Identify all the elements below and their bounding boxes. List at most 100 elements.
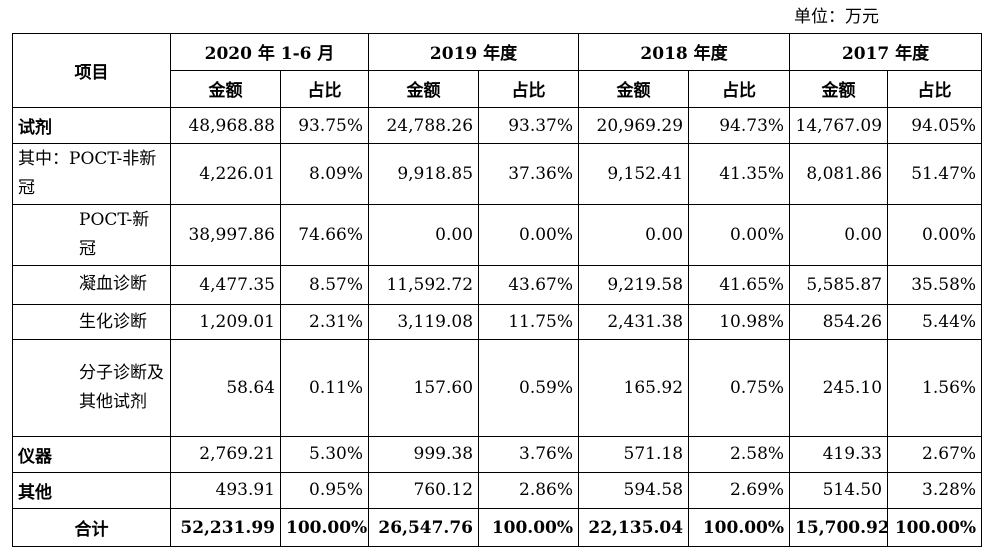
ratio-cell: 100.00% xyxy=(887,508,983,547)
amount-cell: 38,997.86 xyxy=(170,203,281,267)
header-item: 项目 xyxy=(12,32,171,109)
table-row: 其中：POCT-非新冠 4,226.01 8.09% 9,918.85 37.36% 9,… xyxy=(12,142,983,205)
row-label: 生化诊断 xyxy=(12,303,171,341)
ratio-cell: 1.56% xyxy=(887,339,983,438)
header-ratio: 占比 xyxy=(478,69,580,109)
amount-cell: 9,918.85 xyxy=(368,142,480,205)
header-period: 2020 年 1-6 月 xyxy=(169,33,370,71)
header-period: 2019 年度 xyxy=(368,33,580,71)
ratio-cell: 3.28% xyxy=(887,471,983,510)
amount-cell: 594.58 xyxy=(578,471,690,510)
ratio-cell: 100.00% xyxy=(688,508,791,547)
amount-cell: 22,135.04 xyxy=(578,508,690,547)
ratio-cell: 43.67% xyxy=(478,265,580,305)
amount-cell: 4,477.35 xyxy=(170,265,281,305)
amount-cell: 2,769.21 xyxy=(170,436,281,473)
row-label: 分子诊断及其他试剂 xyxy=(12,339,171,438)
table-row: 其他 493.91 0.95% 760.12 2.86% 594.58 2.69% 514.5… xyxy=(12,471,983,510)
revenue-table: 项目 2020 年 1-6 月 2019 年度 2018 年度 2017 年度 … xyxy=(12,32,983,547)
ratio-cell: 3.76% xyxy=(478,436,580,473)
amount-cell: 9,152.41 xyxy=(578,142,690,205)
ratio-cell: 94.73% xyxy=(688,107,791,144)
header-ratio: 占比 xyxy=(688,69,791,109)
header-row-periods: 项目 2020 年 1-6 月 2019 年度 2018 年度 2017 年度 xyxy=(12,32,983,109)
amount-cell: 52,231.99 xyxy=(170,508,281,547)
amount-cell: 20,969.29 xyxy=(578,107,690,144)
table-row: 分子诊断及其他试剂 58.64 0.11% 157.60 0.59% 165.92 0.75… xyxy=(12,339,983,438)
amount-cell: 0.00 xyxy=(789,203,889,267)
ratio-cell: 0.11% xyxy=(279,339,370,438)
header-period: 2018 年度 xyxy=(578,33,791,71)
amount-cell: 493.91 xyxy=(170,471,281,510)
ratio-cell: 41.65% xyxy=(688,265,791,305)
amount-cell: 571.18 xyxy=(578,436,690,473)
table-row: 生化诊断 1,209.01 2.31% 3,119.08 11.75% 2,431.38 1… xyxy=(12,303,983,341)
table-row-total: 合计 52,231.99 100.00% 26,547.76 100.00% 22,135… xyxy=(12,508,983,547)
ratio-cell: 51.47% xyxy=(887,142,983,205)
ratio-cell: 100.00% xyxy=(279,508,370,547)
ratio-cell: 0.59% xyxy=(478,339,580,438)
amount-cell: 11,592.72 xyxy=(368,265,480,305)
amount-cell: 245.10 xyxy=(789,339,889,438)
ratio-cell: 93.75% xyxy=(279,107,370,144)
amount-cell: 26,547.76 xyxy=(368,508,480,547)
amount-cell: 24,788.26 xyxy=(368,107,480,144)
header-period: 2017 年度 xyxy=(789,33,983,71)
ratio-cell: 37.36% xyxy=(478,142,580,205)
amount-cell: 514.50 xyxy=(789,471,889,510)
row-label: 其他 xyxy=(12,471,171,510)
ratio-cell: 11.75% xyxy=(478,303,580,341)
ratio-cell: 2.31% xyxy=(279,303,370,341)
row-label: 试剂 xyxy=(12,107,171,144)
amount-cell: 14,767.09 xyxy=(789,107,889,144)
table-row: 凝血诊断 4,477.35 8.57% 11,592.72 43.67% 9,219.58… xyxy=(12,265,983,305)
ratio-cell: 0.00% xyxy=(688,203,791,267)
amount-cell: 8,081.86 xyxy=(789,142,889,205)
row-label: 仪器 xyxy=(12,436,171,473)
row-label: 合计 xyxy=(12,508,171,547)
row-label: POCT-新冠 xyxy=(12,203,171,267)
ratio-cell: 2.58% xyxy=(688,436,791,473)
amount-cell: 3,119.08 xyxy=(368,303,480,341)
ratio-cell: 94.05% xyxy=(887,107,983,144)
ratio-cell: 2.67% xyxy=(887,436,983,473)
amount-cell: 157.60 xyxy=(368,339,480,438)
ratio-cell: 2.69% xyxy=(688,471,791,510)
amount-cell: 999.38 xyxy=(368,436,480,473)
amount-cell: 58.64 xyxy=(170,339,281,438)
amount-cell: 48,968.88 xyxy=(170,107,281,144)
ratio-cell: 93.37% xyxy=(478,107,580,144)
row-label: 凝血诊断 xyxy=(12,265,171,305)
header-ratio: 占比 xyxy=(279,69,370,109)
ratio-cell: 8.09% xyxy=(279,142,370,205)
ratio-cell: 5.44% xyxy=(887,303,983,341)
amount-cell: 4,226.01 xyxy=(170,142,281,205)
amount-cell: 0.00 xyxy=(578,203,690,267)
amount-cell: 5,585.87 xyxy=(789,265,889,305)
amount-cell: 2,431.38 xyxy=(578,303,690,341)
ratio-cell: 35.58% xyxy=(887,265,983,305)
amount-cell: 165.92 xyxy=(578,339,690,438)
header-amount: 金额 xyxy=(368,69,480,109)
amount-cell: 760.12 xyxy=(368,471,480,510)
ratio-cell: 74.66% xyxy=(279,203,370,267)
ratio-cell: 0.00% xyxy=(887,203,983,267)
table-row: 仪器 2,769.21 5.30% 999.38 3.76% 571.18 2.58% 419… xyxy=(12,436,983,473)
header-amount: 金额 xyxy=(170,69,281,109)
table-row: 试剂 48,968.88 93.75% 24,788.26 93.37% 20,969.2… xyxy=(12,107,983,144)
ratio-cell: 0.95% xyxy=(279,471,370,510)
ratio-cell: 0.75% xyxy=(688,339,791,438)
amount-cell: 1,209.01 xyxy=(170,303,281,341)
ratio-cell: 100.00% xyxy=(478,508,580,547)
header-ratio: 占比 xyxy=(887,69,983,109)
ratio-cell: 2.86% xyxy=(478,471,580,510)
ratio-cell: 10.98% xyxy=(688,303,791,341)
header-amount: 金额 xyxy=(578,69,690,109)
amount-cell: 0.00 xyxy=(368,203,480,267)
ratio-cell: 41.35% xyxy=(688,142,791,205)
row-label: 其中：POCT-非新冠 xyxy=(12,142,171,205)
amount-cell: 854.26 xyxy=(789,303,889,341)
amount-cell: 9,219.58 xyxy=(578,265,690,305)
table-row: POCT-新冠 38,997.86 74.66% 0.00 0.00% 0.00 0.00%… xyxy=(12,203,983,267)
amount-cell: 419.33 xyxy=(789,436,889,473)
